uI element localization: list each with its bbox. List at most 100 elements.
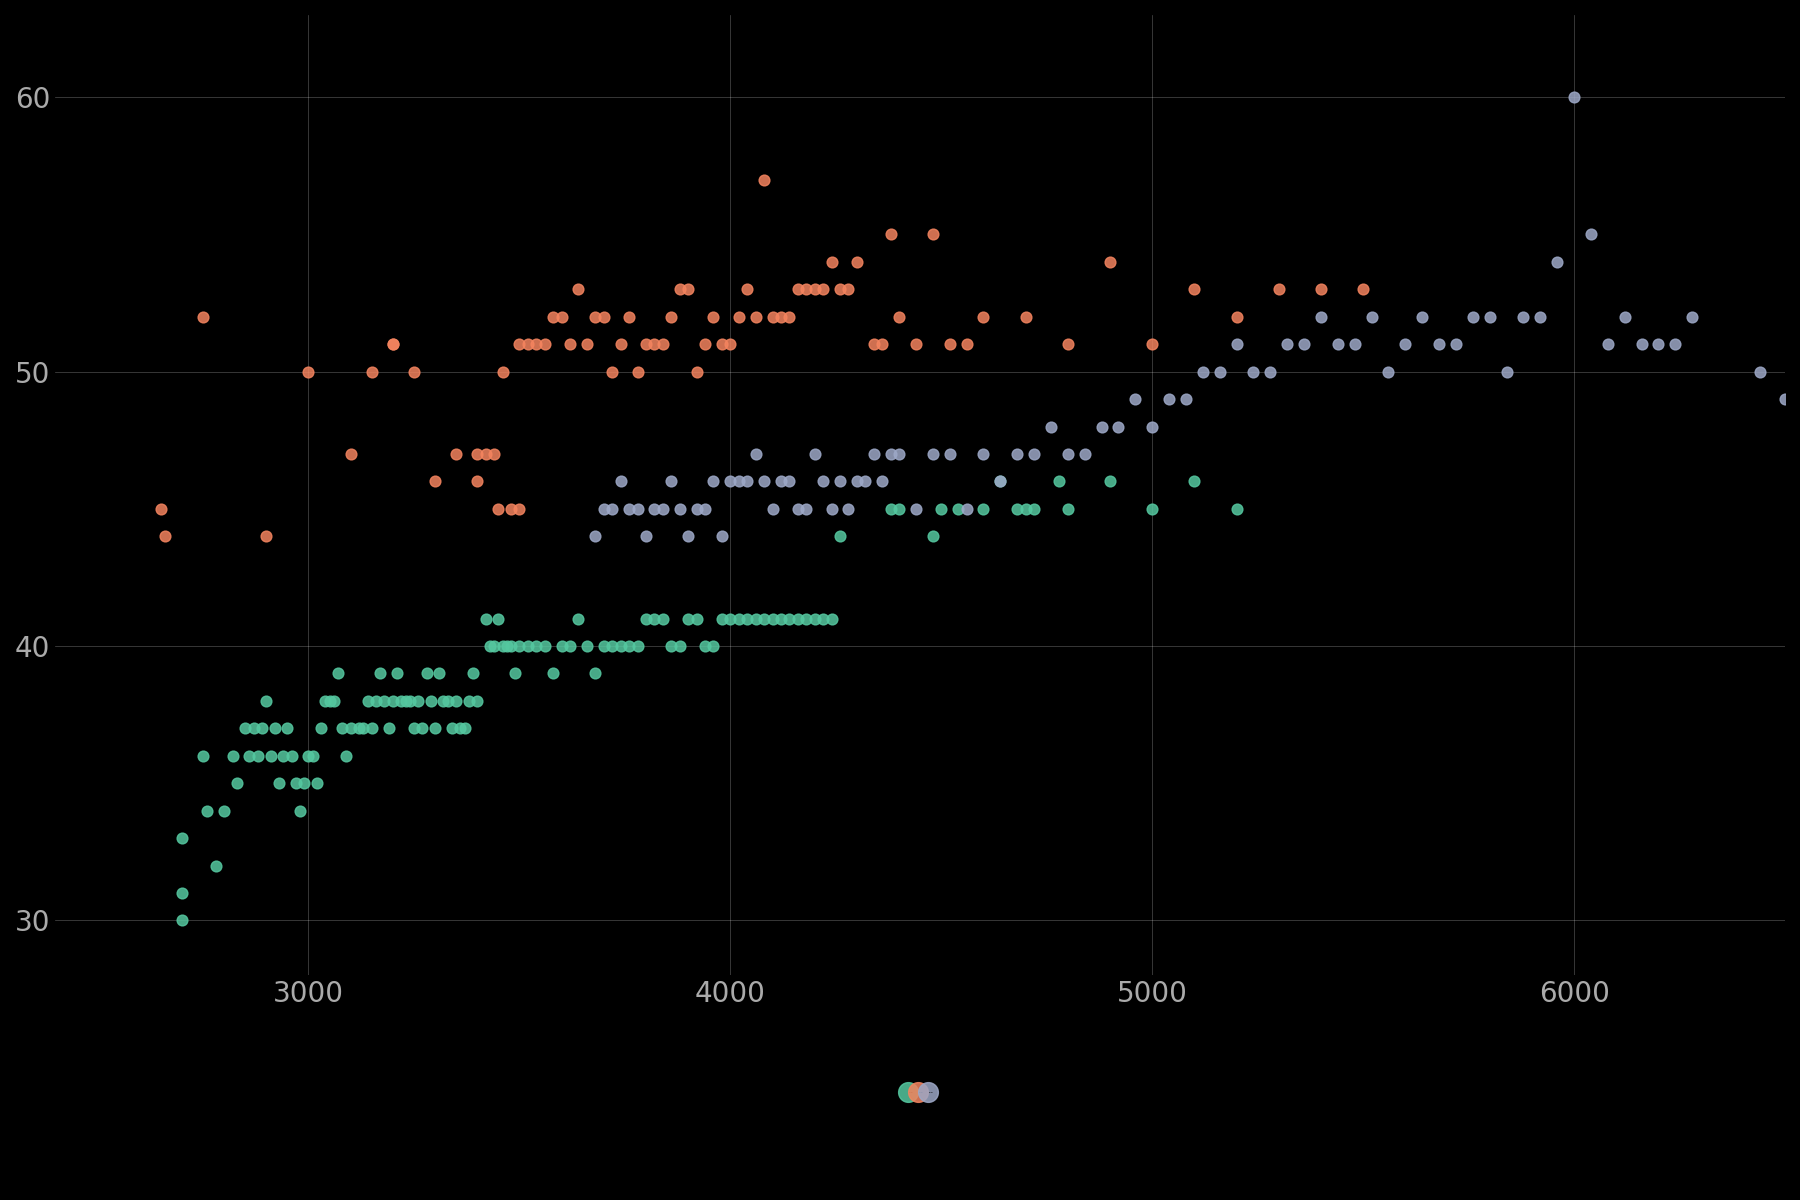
group3 xyxy=(1627,335,1656,354)
group1 xyxy=(248,719,277,738)
group1 xyxy=(425,664,454,683)
group2 xyxy=(522,335,551,354)
group3 xyxy=(1678,307,1706,326)
group2 xyxy=(400,362,428,382)
group2 xyxy=(783,280,812,299)
group2 xyxy=(1222,307,1251,326)
group1 xyxy=(472,610,500,629)
group1 xyxy=(167,883,196,902)
group3 xyxy=(817,499,846,518)
group2 xyxy=(833,280,862,299)
group3 xyxy=(1222,335,1251,354)
group2 xyxy=(817,252,846,271)
group1 xyxy=(290,774,319,793)
group3 xyxy=(1357,307,1386,326)
group1 xyxy=(403,691,432,710)
group3 xyxy=(1391,335,1420,354)
group2 xyxy=(902,335,931,354)
group3 xyxy=(632,527,661,546)
group2 xyxy=(691,335,720,354)
group2 xyxy=(936,335,965,354)
group2 xyxy=(441,444,470,463)
group1 xyxy=(261,719,290,738)
group3 xyxy=(1643,335,1672,354)
group1 xyxy=(446,719,475,738)
group2 xyxy=(952,335,981,354)
group2 xyxy=(767,307,796,326)
group2 xyxy=(1138,335,1166,354)
group1 xyxy=(239,719,268,738)
group1 xyxy=(454,691,482,710)
group1 xyxy=(572,636,601,655)
group1 xyxy=(484,610,513,629)
group1 xyxy=(400,719,428,738)
group1 xyxy=(666,636,695,655)
group2 xyxy=(733,280,761,299)
group1 xyxy=(437,719,466,738)
Legend: group1, group2, group3: group1, group2, group3 xyxy=(905,1091,934,1093)
group3 xyxy=(1289,335,1318,354)
group1 xyxy=(358,719,387,738)
group3 xyxy=(1121,390,1150,409)
group1 xyxy=(623,636,652,655)
group1 xyxy=(648,610,677,629)
group2 xyxy=(538,307,567,326)
group1 xyxy=(808,610,837,629)
group1 xyxy=(884,499,913,518)
group3 xyxy=(1053,444,1082,463)
group3 xyxy=(1611,307,1640,326)
group1 xyxy=(698,636,727,655)
group1 xyxy=(691,636,720,655)
group2 xyxy=(673,280,702,299)
group2 xyxy=(868,335,896,354)
group2 xyxy=(488,362,517,382)
group3 xyxy=(1256,362,1285,382)
group1 xyxy=(556,636,585,655)
group2 xyxy=(607,335,635,354)
group3 xyxy=(682,499,711,518)
group1 xyxy=(371,691,400,710)
group2 xyxy=(716,335,745,354)
group3 xyxy=(1188,362,1217,382)
group1 xyxy=(265,774,293,793)
group1 xyxy=(311,691,340,710)
group1 xyxy=(707,610,736,629)
group1 xyxy=(286,802,315,821)
group1 xyxy=(767,610,796,629)
group2 xyxy=(1181,280,1210,299)
group1 xyxy=(1096,472,1125,491)
group1 xyxy=(493,636,522,655)
group1 xyxy=(733,610,761,629)
group1 xyxy=(412,664,441,683)
group1 xyxy=(877,499,905,518)
group1 xyxy=(758,610,787,629)
group1 xyxy=(416,691,445,710)
group2 xyxy=(463,472,491,491)
group3 xyxy=(842,472,871,491)
group1 xyxy=(1181,472,1210,491)
group2 xyxy=(598,362,626,382)
group1 xyxy=(598,636,626,655)
group3 xyxy=(1476,307,1505,326)
group3 xyxy=(716,472,745,491)
group1 xyxy=(801,610,830,629)
group2 xyxy=(572,335,601,354)
group2 xyxy=(968,307,997,326)
group3 xyxy=(1206,362,1235,382)
group2 xyxy=(749,170,778,190)
group2 xyxy=(547,307,576,326)
group1 xyxy=(463,691,491,710)
group3 xyxy=(1103,416,1132,436)
group3 xyxy=(851,472,880,491)
group1 xyxy=(396,691,425,710)
group1 xyxy=(383,664,412,683)
group2 xyxy=(648,335,677,354)
group1 xyxy=(1222,499,1251,518)
group2 xyxy=(378,335,407,354)
group3 xyxy=(1559,88,1588,107)
group1 xyxy=(589,636,617,655)
group2 xyxy=(421,472,450,491)
group1 xyxy=(362,691,391,710)
group3 xyxy=(742,444,770,463)
group1 xyxy=(673,610,702,629)
